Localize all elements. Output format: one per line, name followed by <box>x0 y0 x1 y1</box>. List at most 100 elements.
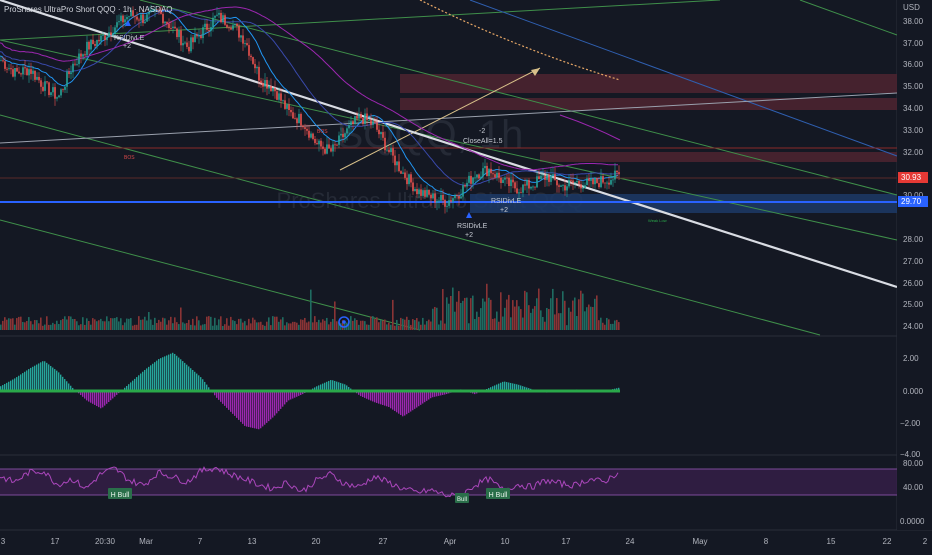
candle-body <box>594 178 596 184</box>
macd-bar <box>248 391 249 427</box>
macd-bar <box>220 391 221 402</box>
macd-bar <box>244 391 245 426</box>
volume-bar <box>544 322 546 330</box>
candle-body <box>390 148 392 152</box>
volume-bar <box>362 321 364 330</box>
candle-body <box>164 22 166 23</box>
volume-bar <box>358 325 360 330</box>
volume-bar <box>284 325 286 330</box>
candle-body <box>134 16 136 17</box>
candle-body <box>224 15 226 25</box>
volume-bar <box>148 312 150 330</box>
macd-bar <box>234 391 235 416</box>
candle-body <box>26 68 28 75</box>
candle-body <box>12 69 14 76</box>
candle-body <box>244 43 246 44</box>
macd-bar <box>182 361 183 391</box>
support-price-value: 29.70 <box>901 197 922 206</box>
volume-bar <box>208 316 210 330</box>
volume-bar <box>562 291 564 330</box>
volume-bar <box>84 325 86 330</box>
candle-body <box>514 182 516 188</box>
volume-bar <box>26 321 28 330</box>
time-tick: 22 <box>883 537 892 546</box>
volume-bar <box>146 320 148 330</box>
volume-bar <box>76 321 78 330</box>
price-axis[interactable]: USD 38.00 37.00 36.00 35.00 34.00 33.00 … <box>897 0 932 530</box>
volume-bar <box>398 326 400 330</box>
candle-body <box>564 185 566 190</box>
volume-bar <box>216 325 218 330</box>
macd-bar <box>196 374 197 391</box>
candle-body <box>212 18 214 27</box>
macd-tick-1: 0.000 <box>903 387 924 396</box>
price-tick-12: 24.00 <box>903 322 924 331</box>
volume-bar <box>538 289 540 330</box>
volume-bar <box>360 321 362 330</box>
volume-bar <box>608 319 610 330</box>
candle-body <box>458 196 460 198</box>
volume-bar <box>174 317 176 330</box>
macd-bar <box>412 391 413 410</box>
volume-bar <box>408 320 410 330</box>
macd-tick-3: −4.00 <box>900 450 921 459</box>
candle-body <box>180 30 182 45</box>
candle-body <box>446 206 448 207</box>
candle-body <box>92 40 94 44</box>
macd-bar <box>410 391 411 412</box>
macd-bar <box>30 368 31 391</box>
candle-body <box>516 188 518 193</box>
candle-body <box>304 127 306 129</box>
candle-body <box>108 32 110 37</box>
volume-bar <box>554 314 556 330</box>
candle-body <box>270 86 272 91</box>
volume-bar <box>384 320 386 330</box>
macd-bar <box>38 363 39 391</box>
price-tick-10: 26.00 <box>903 279 924 288</box>
volume-bar <box>70 317 72 330</box>
volume-bar <box>226 318 228 330</box>
volume-bar <box>190 325 192 330</box>
volume-bar <box>138 316 140 330</box>
volume-bar <box>150 320 152 330</box>
volume-bar <box>572 301 574 330</box>
candle-body <box>426 190 428 197</box>
volume-bar <box>184 324 186 330</box>
volume-bar <box>464 298 466 330</box>
volume-bar <box>328 324 330 330</box>
volume-bar <box>128 319 130 330</box>
candle-body <box>110 32 112 35</box>
candle-body <box>246 43 248 45</box>
volume-bar <box>250 323 252 330</box>
candle-body <box>536 176 538 187</box>
supply-zone-lower <box>540 152 897 162</box>
volume-bar <box>612 324 614 330</box>
macd-bar <box>230 391 231 412</box>
volume-bar <box>392 300 394 330</box>
volume-bar <box>496 312 498 330</box>
candle-body <box>276 91 278 100</box>
volume-bar <box>256 322 258 330</box>
volume-bar <box>436 308 438 330</box>
volume-bar <box>376 317 378 330</box>
candle-body <box>408 174 410 184</box>
volume-bar <box>10 319 12 330</box>
volume-bar <box>510 317 512 330</box>
candle-body <box>32 71 34 74</box>
candle-body <box>226 25 228 28</box>
volume-bar <box>58 324 60 330</box>
macd-bar <box>10 381 11 391</box>
macd-bar <box>138 375 139 391</box>
candle-body <box>534 187 536 188</box>
volume-bar <box>504 308 506 330</box>
candle-body <box>264 80 266 87</box>
candle-body <box>296 118 298 123</box>
volume-bar <box>552 289 554 330</box>
candle-body <box>42 87 44 91</box>
candle-body <box>562 185 564 186</box>
macd-bar <box>158 359 159 391</box>
macd-bar <box>418 391 419 406</box>
volume-bar <box>564 301 566 330</box>
volume-bar <box>486 284 488 330</box>
